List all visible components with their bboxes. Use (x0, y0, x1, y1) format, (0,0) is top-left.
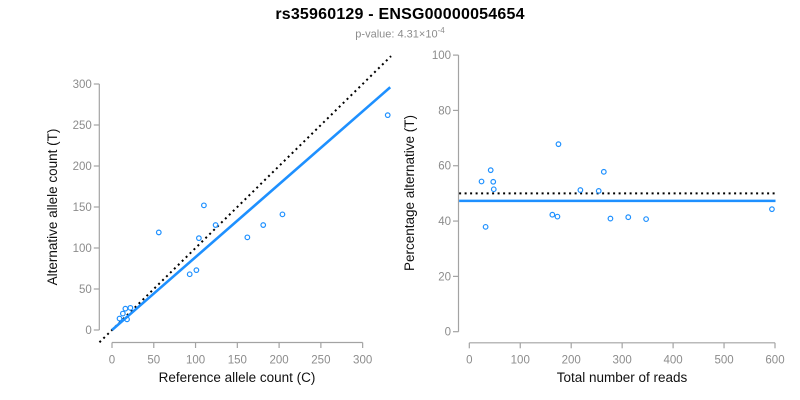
data-point (490, 186, 497, 193)
figure-title: rs35960129 - ENSG00000054654 (275, 6, 525, 23)
data-point (244, 234, 251, 241)
data-point (625, 214, 632, 221)
data-point (195, 235, 202, 242)
data-point (549, 211, 556, 218)
y-tick-label: 60 (438, 161, 451, 173)
x-tick-label: 100 (511, 355, 530, 367)
x-tick-label: 0 (109, 355, 115, 367)
p-value-base: 4.31×10 (397, 28, 438, 41)
y-tick-label: 80 (438, 105, 451, 117)
y-tick-label: 0 (445, 327, 451, 339)
data-point (595, 188, 602, 194)
data-point (769, 206, 775, 213)
data-point (127, 304, 134, 311)
x-tick-label: 50 (147, 355, 160, 367)
x-tick-label: 400 (664, 355, 683, 367)
data-point (116, 315, 123, 322)
y-axis-label: Alternative allele count (T) (45, 129, 60, 286)
y-tick-label: 300 (73, 79, 92, 91)
data-point (212, 222, 219, 228)
data-point (119, 310, 126, 317)
x-tick-label: 150 (228, 355, 247, 367)
y-tick-label: 150 (73, 202, 92, 214)
data-point (193, 267, 200, 274)
data-point (607, 215, 614, 222)
y-axis-label: Percentage alternative (T) (402, 115, 417, 271)
y-tick-label: 100 (432, 50, 451, 62)
x-tick-label: 300 (353, 355, 372, 367)
x-tick-label: 200 (562, 355, 581, 367)
y-tick-label: 40 (438, 216, 451, 228)
x-tick-label: 100 (186, 355, 205, 367)
data-point (122, 305, 129, 312)
regression-line (111, 86, 392, 331)
x-tick-label: 500 (714, 355, 733, 367)
y-tick-label: 20 (438, 271, 451, 283)
y-tick-label: 50 (79, 284, 92, 296)
x-tick-label: 0 (466, 355, 472, 367)
x-tick-label: 600 (765, 355, 784, 367)
p-value-exponent: -4 (437, 26, 445, 35)
data-point (490, 178, 497, 185)
percentage-panel: 0 100 200 300 400 500 600 0 20 40 60 80 100 Total num… (402, 50, 785, 385)
data-point (124, 316, 130, 323)
data-point (260, 222, 267, 228)
data-point (478, 178, 485, 185)
data-point (186, 271, 193, 278)
p-value-label: p-value: (355, 28, 398, 41)
data-point (600, 168, 607, 175)
data-point (554, 213, 561, 220)
figure-subtitle: p-value: 4.31×10-4 (0, 26, 800, 41)
x-tick-label: 300 (613, 355, 632, 367)
data-point (384, 112, 391, 119)
data-point (643, 216, 649, 223)
data-point (577, 187, 584, 193)
x-axis-label: Total number of reads (557, 370, 688, 385)
x-tick-label: 250 (311, 355, 330, 367)
allele-count-panel: 0 50 100 150 200 250 300 0 50 100 150 200 250 300 Refe… (45, 55, 392, 385)
y-tick-label: 250 (73, 120, 92, 132)
data-point (279, 211, 286, 218)
x-tick-label: 200 (270, 355, 289, 367)
data-point (482, 223, 489, 230)
data-point (201, 202, 207, 209)
y-tick-label: 200 (73, 161, 92, 173)
x-axis-label: Reference allele count (C) (159, 370, 316, 385)
y-tick-label: 100 (73, 243, 92, 255)
y-tick-label: 0 (85, 325, 91, 337)
data-point (155, 229, 162, 236)
data-point (555, 141, 562, 148)
identity-line (98, 55, 392, 344)
data-point (487, 167, 494, 174)
